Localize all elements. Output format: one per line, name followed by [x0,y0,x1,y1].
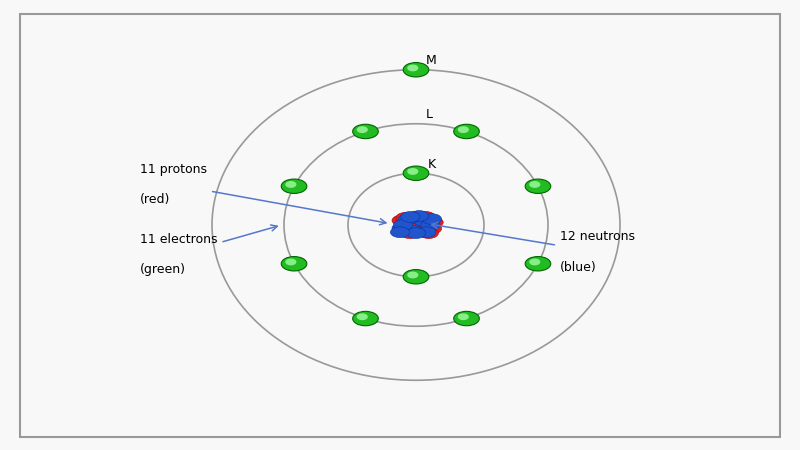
Circle shape [358,314,367,319]
Circle shape [392,223,411,234]
Circle shape [403,63,429,77]
Text: 11 protons

(red): 11 protons (red) [140,163,386,225]
Circle shape [286,259,296,265]
Circle shape [458,127,468,132]
Circle shape [403,270,429,284]
Circle shape [358,127,367,132]
Circle shape [353,124,378,139]
Circle shape [454,124,479,139]
Circle shape [424,217,443,228]
Circle shape [422,223,442,234]
Circle shape [403,225,422,236]
Circle shape [286,182,296,187]
Circle shape [530,259,540,265]
Circle shape [396,212,415,223]
Circle shape [403,166,429,180]
Circle shape [525,179,550,194]
Circle shape [421,220,440,230]
Circle shape [401,212,420,222]
Circle shape [530,182,540,187]
Circle shape [394,220,413,230]
Circle shape [353,311,378,326]
Circle shape [408,272,418,278]
Text: L: L [426,108,433,122]
Circle shape [458,314,468,319]
Circle shape [408,65,418,71]
Circle shape [419,228,438,238]
Circle shape [403,227,422,238]
Circle shape [408,169,418,174]
Circle shape [390,227,410,238]
Text: K: K [428,158,436,171]
Circle shape [454,311,479,326]
Circle shape [282,179,307,194]
Text: 12 neutrons

(blue): 12 neutrons (blue) [432,222,635,274]
Circle shape [392,215,411,226]
Circle shape [416,212,435,222]
Circle shape [406,228,426,238]
Circle shape [400,228,419,238]
Text: 11 electrons

(green): 11 electrons (green) [140,225,278,276]
Circle shape [394,221,413,232]
Circle shape [525,256,550,271]
Circle shape [422,214,442,225]
Circle shape [398,214,418,225]
Circle shape [282,256,307,271]
Text: M: M [426,54,436,68]
Circle shape [414,216,433,226]
Circle shape [413,218,432,229]
Circle shape [417,227,436,238]
Circle shape [406,212,426,222]
Circle shape [410,211,429,221]
